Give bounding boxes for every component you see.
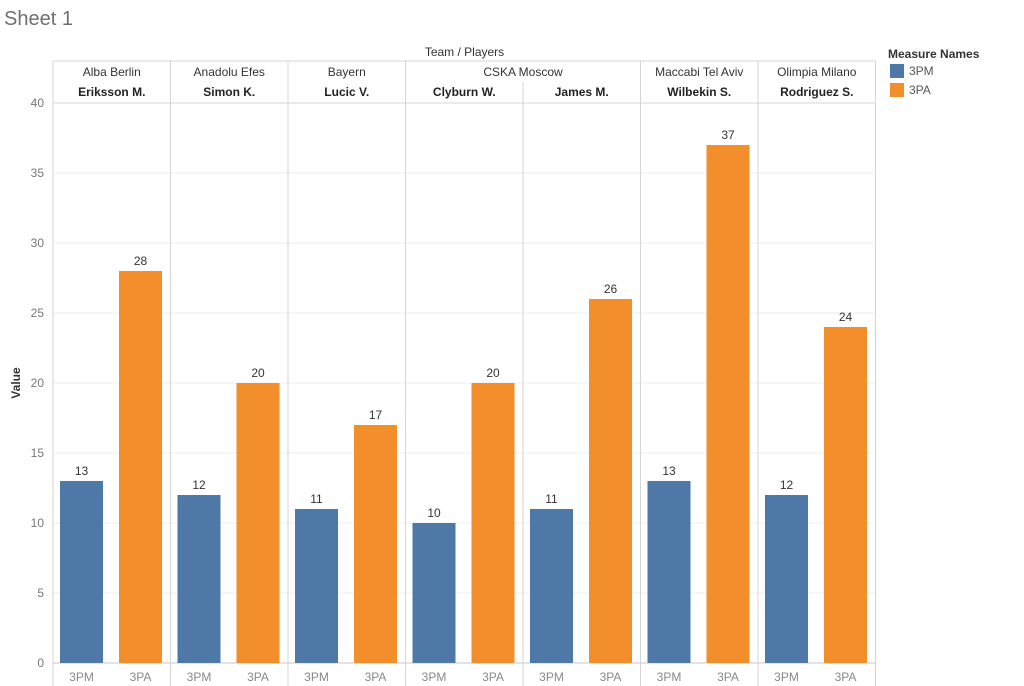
- player-header: Simon K.: [203, 85, 255, 99]
- data-label: 11: [545, 492, 558, 506]
- bar-3pa: [471, 383, 515, 663]
- y-tick-label: 25: [31, 306, 45, 320]
- data-label: 12: [192, 478, 206, 492]
- x-tick-label: 3PM: [422, 670, 447, 684]
- x-tick-label: 3PA: [717, 670, 739, 684]
- x-tick-label: 3PM: [539, 670, 564, 684]
- x-tick-label: 3PM: [657, 670, 682, 684]
- bar-3pm: [295, 509, 338, 663]
- bar-3pa: [824, 327, 867, 663]
- y-tick-label: 15: [31, 446, 45, 460]
- legend-label: 3PA: [909, 83, 931, 97]
- y-tick-label: 20: [31, 376, 45, 390]
- player-header: Wilbekin S.: [667, 85, 731, 99]
- sheet-title: Sheet 1: [4, 8, 73, 30]
- legend: Measure Names 3PM 3PA: [888, 47, 980, 97]
- player-header: Eriksson M.: [78, 85, 145, 99]
- legend-title: Measure Names: [888, 47, 980, 61]
- data-label: 28: [134, 254, 148, 268]
- data-label: 12: [780, 478, 794, 492]
- y-axis: 0 5 10 15 20 25 30 35 40 Value: [9, 96, 44, 670]
- team-header: Alba Berlin: [83, 65, 141, 79]
- player-header: Lucic V.: [324, 85, 369, 99]
- data-label: 26: [604, 282, 618, 296]
- x-axis: 3PM 3PA 3PM 3PA 3PM 3PA 3PM 3PA 3PM 3PA 3PM 3PA 3PM 3…: [69, 670, 856, 684]
- player-header: Clyburn W.: [433, 85, 496, 99]
- data-label: 37: [721, 128, 735, 142]
- x-tick-label: 3PA: [482, 670, 504, 684]
- team-header: Olimpia Milano: [777, 65, 857, 79]
- x-tick-label: 3PM: [304, 670, 329, 684]
- bar-3pm: [765, 495, 808, 663]
- team-header: CSKA Moscow: [483, 65, 563, 79]
- data-label: 24: [839, 310, 853, 324]
- y-tick-label: 0: [37, 656, 44, 670]
- bar-3pm: [412, 523, 456, 663]
- data-label: 13: [662, 464, 676, 478]
- player-header: Rodriguez S.: [780, 85, 853, 99]
- x-tick-label: 3PA: [365, 670, 387, 684]
- data-label: 11: [310, 492, 323, 506]
- y-tick-label: 10: [31, 516, 45, 530]
- legend-swatch: [890, 83, 904, 97]
- x-tick-label: 3PA: [600, 670, 622, 684]
- team-header: Maccabi Tel Aviv: [655, 65, 743, 79]
- bar-3pa: [706, 145, 750, 663]
- bar-3pa: [236, 383, 280, 663]
- team-header: Bayern: [328, 65, 366, 79]
- team-header: Anadolu Efes: [194, 65, 265, 79]
- y-tick-label: 40: [31, 96, 45, 110]
- x-tick-label: 3PA: [247, 670, 269, 684]
- column-headers: Team / Players Alba Berlin Eriksson M. Anad…: [78, 45, 857, 99]
- data-label: 10: [427, 506, 441, 520]
- bar-3pm: [647, 481, 691, 663]
- bars: 13 28 12 20 11 17 10 20 11 26 13 37 12 24: [60, 128, 867, 663]
- bar-3pm: [177, 495, 221, 663]
- x-tick-label: 3PM: [187, 670, 212, 684]
- data-label: 13: [75, 464, 89, 478]
- header-title: Team / Players: [425, 45, 504, 59]
- x-tick-label: 3PA: [130, 670, 152, 684]
- y-tick-label: 35: [31, 166, 45, 180]
- gridlines: [53, 102, 876, 594]
- bar-3pa: [354, 425, 397, 663]
- y-tick-label: 30: [31, 236, 45, 250]
- x-tick-label: 3PA: [835, 670, 857, 684]
- data-label: 20: [486, 366, 500, 380]
- x-tick-label: 3PM: [69, 670, 94, 684]
- player-header: James M.: [555, 85, 609, 99]
- y-tick-label: 5: [37, 586, 44, 600]
- bar-3pm: [60, 481, 103, 663]
- chart-frame: [52, 60, 876, 686]
- bar-3pa: [589, 299, 632, 663]
- data-label: 17: [369, 408, 383, 422]
- data-label: 20: [251, 366, 265, 380]
- legend-swatch: [890, 64, 904, 78]
- bar-3pa: [119, 271, 162, 663]
- y-axis-title: Value: [9, 367, 23, 399]
- legend-label: 3PM: [909, 64, 934, 78]
- x-tick-label: 3PM: [774, 670, 799, 684]
- bar-3pm: [530, 509, 573, 663]
